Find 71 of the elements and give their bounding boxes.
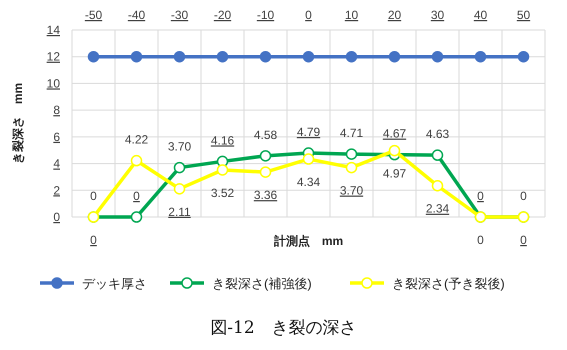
legend-label: デッキ厚さ <box>82 276 147 291</box>
data-label: 4.34 <box>296 175 320 190</box>
point <box>346 148 358 160</box>
data-label: 4.16 <box>210 133 234 148</box>
x-tick-label: -50 <box>84 8 102 22</box>
point <box>346 50 358 62</box>
point <box>260 50 272 62</box>
data-label: 4.63 <box>426 127 450 142</box>
point <box>216 164 228 176</box>
y-tick-label: 14 <box>46 23 60 37</box>
point <box>432 149 444 161</box>
data-label: 3.52 <box>210 186 234 200</box>
data-label: 3.70 <box>168 140 192 154</box>
point <box>130 50 142 62</box>
y-tick-label: 0 <box>53 210 60 224</box>
y-tick-label: 6 <box>53 130 60 144</box>
x-tick-label: 50 <box>516 8 530 22</box>
y-tick-label: 4 <box>53 156 60 171</box>
point <box>518 50 530 62</box>
data-label: 0 <box>520 189 528 203</box>
point <box>174 50 186 62</box>
point <box>174 162 186 174</box>
point <box>260 150 272 162</box>
data-label: 0 <box>90 233 98 247</box>
point <box>130 211 142 223</box>
y-tick-label: 12 <box>46 50 60 64</box>
data-label: 4.79 <box>296 125 320 140</box>
data-label: 0 <box>477 189 484 203</box>
point <box>474 50 486 62</box>
data-label: 0 <box>477 233 484 247</box>
data-label: 0 <box>90 189 98 203</box>
legend-label: き裂深さ(予き裂後) <box>392 276 505 291</box>
data-label: 4.58 <box>254 128 278 142</box>
data-label: 4.22 <box>124 132 148 147</box>
x-tick-label: 0 <box>305 8 312 22</box>
point <box>260 166 272 178</box>
data-label: 4.97 <box>382 166 406 181</box>
legend-label: き裂深さ(補強後) <box>212 276 312 291</box>
x-tick-label: 30 <box>430 8 444 22</box>
x-tick-label: 40 <box>474 8 488 22</box>
x-tick-label: 10 <box>344 8 358 22</box>
y-tick-label: 8 <box>53 103 60 118</box>
data-label: 3.70 <box>340 184 364 198</box>
x-tick-label: -30 <box>170 8 188 22</box>
x-axis-title: 計測点 mm <box>272 234 344 248</box>
data-label: 2.34 <box>426 202 450 216</box>
y-axis-title: き裂深さ mm <box>11 82 25 164</box>
point <box>130 154 142 166</box>
x-tick-label: 20 <box>388 8 402 22</box>
data-label: 2.11 <box>168 204 192 219</box>
x-tick-label: -10 <box>256 8 274 22</box>
x-tick-label: -20 <box>214 8 232 22</box>
y-tick-label: 10 <box>46 76 60 90</box>
point <box>388 144 400 156</box>
data-label: 0 <box>133 189 140 203</box>
data-label: 0 <box>520 233 528 247</box>
data-label: 4.71 <box>340 126 364 140</box>
point <box>388 50 400 62</box>
point <box>88 50 100 62</box>
y-tick-label: 2 <box>53 183 60 198</box>
point <box>302 50 314 62</box>
data-label: 4.67 <box>382 126 406 141</box>
data-label: 3.36 <box>254 188 278 202</box>
point <box>216 50 228 62</box>
point <box>346 162 358 174</box>
text: 図-12 き裂の深さ <box>210 318 357 338</box>
point <box>432 50 444 62</box>
point <box>302 153 314 165</box>
point <box>432 180 444 192</box>
point <box>174 183 186 195</box>
x-tick-label: -40 <box>128 8 146 22</box>
